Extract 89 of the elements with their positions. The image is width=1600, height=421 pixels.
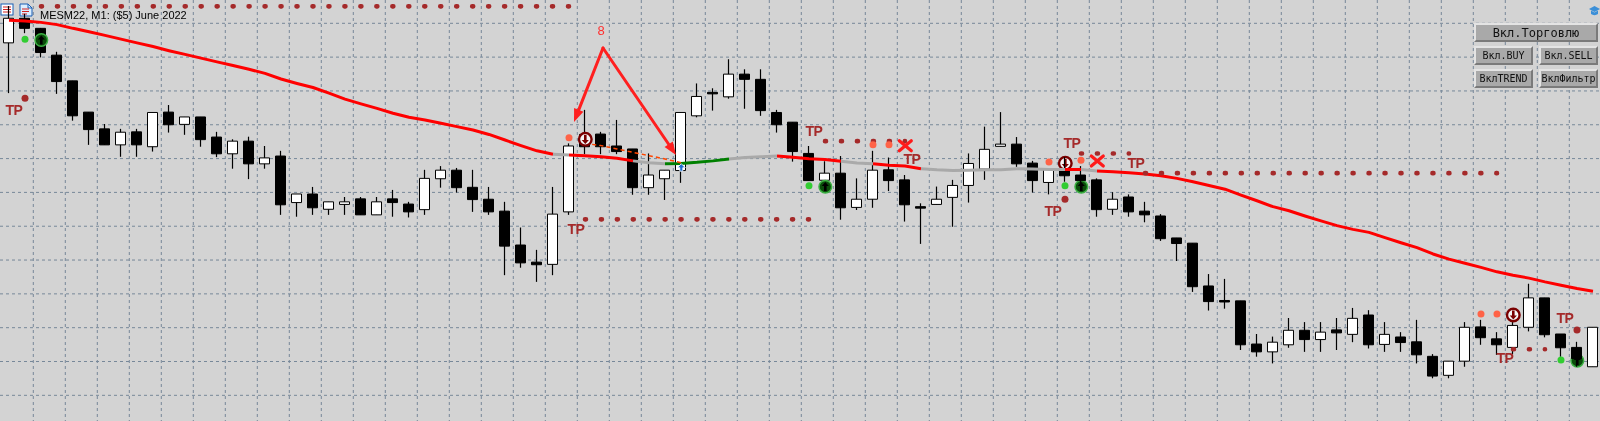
candlestick xyxy=(1267,336,1279,365)
candlestick xyxy=(1395,331,1407,353)
candlestick xyxy=(707,87,719,112)
annotation: ВклФильтр xyxy=(1541,73,1596,84)
candlestick xyxy=(1123,193,1135,218)
button[interactable]: ВклTREND xyxy=(1474,69,1533,88)
point xyxy=(21,35,29,43)
candlestick xyxy=(1171,237,1183,262)
candlestick xyxy=(1283,317,1295,349)
candlestick xyxy=(883,156,895,192)
point xyxy=(1077,156,1085,164)
candlestick xyxy=(1347,307,1359,343)
candlestick xyxy=(611,119,623,155)
candlestick xyxy=(131,128,143,158)
candlestick xyxy=(99,123,111,146)
candlestick xyxy=(307,186,319,216)
point xyxy=(1557,356,1565,364)
candlestick xyxy=(227,138,239,170)
point xyxy=(565,134,573,142)
candlestick xyxy=(1155,213,1167,242)
annotation: TP xyxy=(1127,155,1145,171)
annotation: TP xyxy=(1063,135,1081,151)
candlestick xyxy=(259,145,271,170)
candlestick xyxy=(435,165,447,189)
point xyxy=(885,141,893,149)
annotation: TP xyxy=(1044,203,1062,219)
candlestick xyxy=(995,111,1007,147)
candlestick xyxy=(1251,333,1263,358)
button[interactable]: Вкл.Торговлю xyxy=(1474,23,1598,42)
point xyxy=(1493,310,1501,318)
candlestick xyxy=(1411,319,1423,365)
annotation: Вкл.SELL xyxy=(1544,50,1593,61)
candlestick xyxy=(947,179,959,228)
candlestick xyxy=(1315,321,1327,353)
point xyxy=(1573,326,1581,334)
candlestick xyxy=(771,109,783,134)
point xyxy=(1061,195,1069,203)
candlestick xyxy=(691,82,703,118)
annotation: TP xyxy=(1496,350,1514,366)
point xyxy=(1477,310,1485,318)
candlestick xyxy=(195,116,207,148)
candlestick xyxy=(515,226,527,269)
annotation: TP xyxy=(903,151,921,167)
candlestick xyxy=(451,167,463,194)
annotation: 8 xyxy=(597,22,605,38)
candlestick xyxy=(1475,319,1487,346)
annotation: Вкл.BUY xyxy=(1482,50,1525,61)
candlestick xyxy=(851,177,863,211)
candlestick xyxy=(467,169,479,213)
candlestick xyxy=(1107,191,1119,216)
candlestick xyxy=(659,169,671,201)
annotation: ВклTREND xyxy=(1479,73,1528,84)
annotation: Вкл.Торговлю xyxy=(1492,25,1580,40)
candlestick xyxy=(1427,353,1439,379)
candlestick xyxy=(211,131,223,158)
point xyxy=(805,182,813,190)
candlestick xyxy=(243,136,255,180)
candlestick xyxy=(1219,278,1231,310)
annotation: TP xyxy=(1556,310,1574,326)
candlestick xyxy=(979,126,991,181)
button[interactable]: Вкл.SELL xyxy=(1539,46,1598,65)
point xyxy=(869,141,877,149)
candlestick xyxy=(1299,321,1311,353)
candlestick xyxy=(643,152,655,196)
candlestick xyxy=(83,111,95,146)
candlestick xyxy=(483,186,495,216)
candlestick xyxy=(723,58,735,100)
candlestick xyxy=(115,128,127,158)
button[interactable]: Вкл.BUY xyxy=(1474,46,1533,65)
annotation: TP xyxy=(567,221,585,237)
candlestick xyxy=(595,131,607,155)
candlestick xyxy=(163,104,175,134)
candlestick xyxy=(739,68,751,110)
candlestick xyxy=(531,249,543,283)
annotation: TP xyxy=(805,123,823,139)
candlestick xyxy=(1203,273,1215,312)
point xyxy=(1045,158,1053,166)
candlestick xyxy=(1011,136,1023,168)
point xyxy=(1061,182,1069,190)
point xyxy=(21,94,29,102)
candlestick xyxy=(1139,201,1151,223)
candlestick xyxy=(387,189,399,218)
candlestick xyxy=(291,193,303,218)
chart-title: MESM22, M1: ($5) June 2022 xyxy=(40,9,187,21)
annotation: TP xyxy=(5,102,23,118)
candlestick xyxy=(1331,317,1343,351)
button[interactable]: ВклФильтр xyxy=(1539,69,1598,88)
candlestick xyxy=(915,202,927,245)
candlestick xyxy=(1379,321,1391,353)
